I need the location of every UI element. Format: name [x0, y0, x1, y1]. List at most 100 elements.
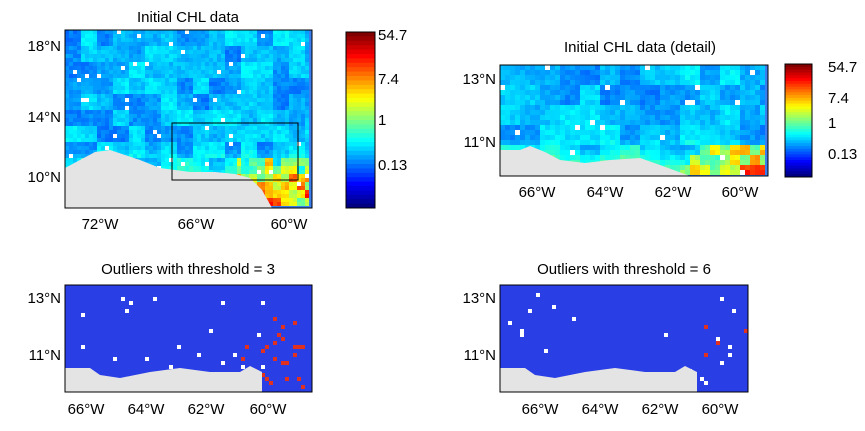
map-cell — [221, 142, 225, 146]
map-cell — [545, 140, 550, 145]
map-cell — [217, 78, 221, 82]
map-cell — [261, 46, 265, 50]
map-cell — [277, 42, 281, 46]
map-cell — [605, 120, 610, 125]
map-cell — [530, 115, 535, 120]
map-cell — [615, 75, 620, 80]
map-cell — [69, 34, 73, 38]
map-cell — [301, 150, 305, 154]
map-cell — [249, 154, 253, 158]
map-cell — [253, 54, 257, 58]
map-cell — [600, 65, 605, 70]
map-cell — [105, 30, 109, 34]
map-cell — [575, 65, 580, 70]
map-cell — [670, 145, 675, 150]
map-cell — [225, 46, 229, 50]
map-cell — [281, 202, 285, 206]
map-cell — [205, 46, 209, 50]
map-cell — [289, 66, 293, 70]
map-cell — [65, 158, 69, 162]
map-cell — [690, 75, 695, 80]
map-cell — [137, 134, 141, 138]
map-cell — [225, 142, 229, 146]
map-cell — [253, 126, 257, 130]
map-cell — [113, 58, 117, 62]
map-cell — [277, 58, 281, 62]
map-cell — [635, 125, 640, 130]
map-cell — [193, 30, 197, 34]
map-cell — [229, 102, 233, 106]
map-cell — [101, 38, 105, 42]
map-cell — [193, 162, 197, 166]
map-cell — [605, 80, 610, 85]
map-cell — [565, 120, 570, 125]
map-cell — [257, 150, 261, 154]
map-cell — [305, 170, 309, 174]
map-cell — [105, 54, 109, 58]
map-cell — [77, 154, 81, 158]
map-cell — [161, 154, 165, 158]
map-cell — [520, 329, 524, 333]
map-cell — [177, 34, 181, 38]
map-cell — [675, 160, 680, 165]
map-cell — [217, 150, 221, 154]
map-cell — [233, 50, 237, 54]
map-cell — [530, 100, 535, 105]
map-cell — [133, 86, 137, 90]
map-cell — [720, 155, 725, 160]
map-cell — [105, 62, 109, 66]
map-cell — [655, 75, 660, 80]
map-cell — [755, 165, 760, 170]
map-cell — [69, 114, 73, 118]
map-cell — [655, 130, 660, 135]
map-cell — [680, 75, 685, 80]
map-cell — [89, 38, 93, 42]
map-cell — [213, 166, 217, 170]
map-cell — [305, 50, 309, 54]
map-cell — [141, 54, 145, 58]
map-cell — [285, 102, 289, 106]
map-cell — [153, 110, 157, 114]
map-cell — [285, 90, 289, 94]
map-cell — [73, 78, 77, 82]
map-cell — [233, 102, 237, 106]
map-cell — [69, 86, 73, 90]
map-cell — [590, 85, 595, 90]
map-cell — [520, 130, 525, 135]
map-cell — [193, 46, 197, 50]
map-cell — [664, 333, 668, 337]
map-cell — [161, 162, 165, 166]
map-cell — [105, 66, 109, 70]
map-cell — [500, 120, 505, 125]
map-cell — [161, 46, 165, 50]
map-cell — [213, 58, 217, 62]
map-cell — [173, 66, 177, 70]
map-cell — [545, 115, 550, 120]
map-cell — [105, 34, 109, 38]
map-cell — [620, 120, 625, 125]
map-cell — [257, 78, 261, 82]
map-cell — [575, 100, 580, 105]
map-cell — [125, 110, 129, 114]
x-tick-label: 64°W — [582, 401, 620, 418]
map-cell — [281, 46, 285, 50]
map-cell — [281, 130, 285, 134]
map-cell — [665, 120, 670, 125]
map-cell — [137, 118, 141, 122]
map-cell — [293, 74, 297, 78]
map-cell — [560, 115, 565, 120]
map-cell — [281, 90, 285, 94]
map-cell — [177, 130, 181, 134]
map-cell — [285, 162, 289, 166]
map-cell — [265, 150, 269, 154]
map-cell — [97, 90, 101, 94]
map-cell — [241, 146, 245, 150]
map-cell — [508, 321, 512, 325]
map-cell — [570, 90, 575, 95]
map-cell — [700, 65, 705, 70]
map-cell — [201, 106, 205, 110]
map-cell — [710, 165, 715, 170]
map-cell — [580, 155, 585, 160]
map-cell — [93, 34, 97, 38]
map-cell — [650, 145, 655, 150]
